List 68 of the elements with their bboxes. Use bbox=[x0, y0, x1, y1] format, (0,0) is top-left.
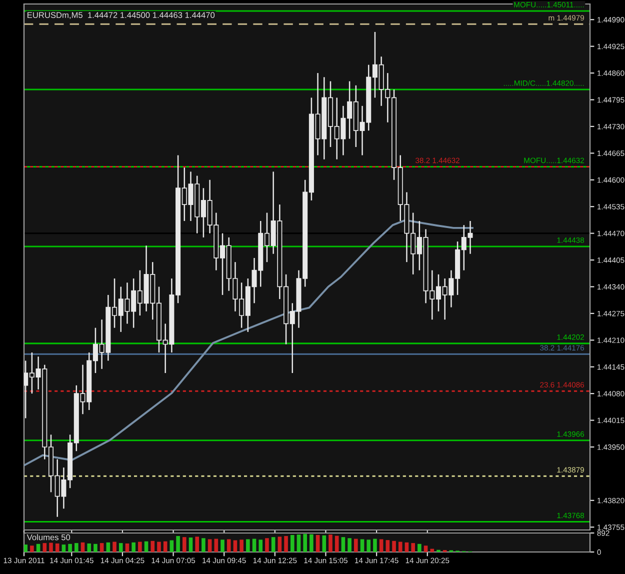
bar bbox=[303, 534, 307, 552]
bar bbox=[240, 540, 244, 552]
bar bbox=[68, 544, 72, 552]
bar bbox=[252, 538, 256, 552]
bar bbox=[94, 544, 98, 552]
bar bbox=[30, 546, 34, 552]
bar bbox=[202, 538, 206, 552]
bar bbox=[118, 543, 123, 552]
bar bbox=[348, 538, 352, 552]
bar bbox=[138, 542, 142, 552]
bar bbox=[87, 543, 92, 552]
bar bbox=[220, 540, 224, 552]
bar bbox=[411, 543, 415, 552]
bar bbox=[258, 540, 263, 552]
bar bbox=[42, 543, 47, 552]
bar bbox=[55, 543, 60, 552]
bar bbox=[265, 538, 269, 552]
bar bbox=[310, 534, 314, 552]
bar bbox=[62, 544, 66, 552]
bar bbox=[296, 534, 301, 552]
bar bbox=[373, 538, 377, 552]
bar bbox=[132, 542, 136, 552]
bar bbox=[125, 543, 130, 552]
bar bbox=[354, 538, 358, 552]
bar bbox=[144, 541, 148, 552]
bar bbox=[24, 544, 28, 552]
bar bbox=[271, 537, 276, 552]
bar bbox=[170, 540, 174, 552]
bar bbox=[322, 535, 326, 552]
line-series bbox=[24, 219, 474, 466]
bar bbox=[150, 540, 155, 552]
bar bbox=[106, 542, 110, 552]
bar bbox=[386, 540, 390, 552]
bar bbox=[163, 541, 168, 552]
bar bbox=[284, 536, 288, 552]
bar bbox=[424, 546, 428, 552]
bar bbox=[278, 536, 282, 552]
bar bbox=[226, 539, 231, 552]
bar bbox=[49, 542, 53, 552]
bar bbox=[112, 542, 116, 552]
bar bbox=[246, 539, 250, 552]
bar bbox=[418, 544, 422, 552]
bar bbox=[290, 534, 294, 552]
bar bbox=[157, 542, 161, 552]
bar bbox=[379, 539, 384, 552]
bar bbox=[398, 542, 402, 552]
bar bbox=[195, 536, 200, 552]
bar bbox=[74, 543, 78, 552]
text: EURUSDm,M5 1.44472 1.44500 1.44463 1.44470 bbox=[28, 12, 215, 19]
bar bbox=[366, 540, 371, 552]
bar bbox=[214, 538, 218, 552]
bar bbox=[316, 534, 320, 552]
bar bbox=[233, 540, 238, 552]
bar bbox=[80, 542, 85, 552]
bar bbox=[334, 536, 339, 552]
bar bbox=[360, 539, 364, 552]
bar bbox=[341, 537, 346, 552]
bar bbox=[36, 544, 40, 552]
bar bbox=[392, 540, 396, 552]
bar bbox=[182, 537, 186, 552]
bar bbox=[208, 539, 212, 552]
bar bbox=[188, 538, 193, 552]
bar bbox=[176, 536, 180, 552]
bar bbox=[404, 542, 409, 552]
chart-title: Volumes 50 bbox=[26, 534, 70, 540]
bar bbox=[100, 543, 104, 552]
bar bbox=[328, 534, 332, 552]
bar bbox=[430, 548, 434, 552]
